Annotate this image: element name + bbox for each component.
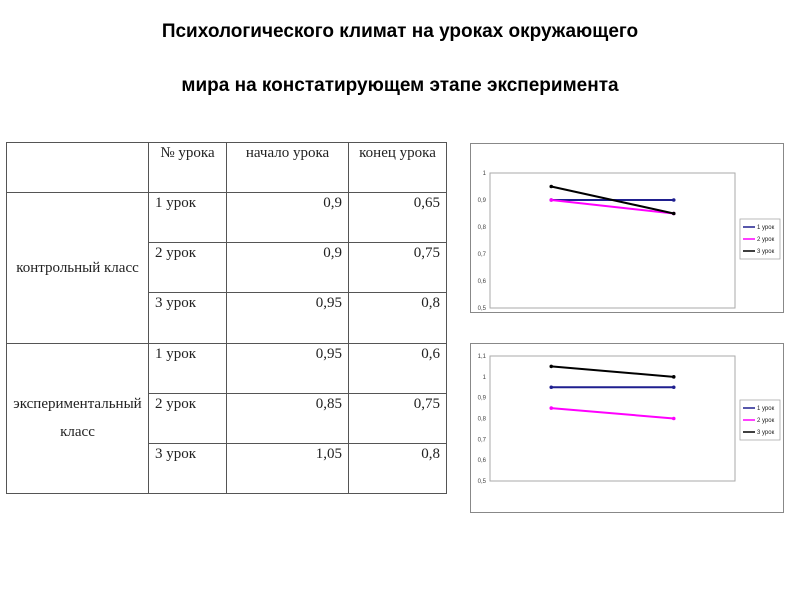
y-tick-label: 0,8: [478, 225, 487, 231]
cell-end: 0,65: [348, 192, 447, 244]
group-label-control: контрольный класс: [6, 192, 149, 344]
y-tick-label: 0,7: [478, 252, 487, 258]
data-point: [671, 375, 676, 379]
data-point: [549, 364, 554, 369]
cell-end: 0,75: [348, 242, 447, 294]
data-point: [671, 416, 676, 421]
table-row: 3 урок 0,95 0,8: [7, 292, 447, 344]
header-start: начало урока: [226, 141, 349, 194]
legend-box: [739, 399, 781, 441]
y-tick-label: 0,7: [478, 437, 487, 443]
data-point: [549, 385, 554, 390]
data-point: [671, 385, 676, 390]
y-tick-label: 0,6: [478, 458, 487, 464]
cell-start: 1,05: [226, 442, 349, 495]
y-tick-label: 0,9: [478, 198, 487, 204]
cell-start: 0,85: [226, 392, 349, 444]
line-chart-svg: 1,1 1 0,9 0,8 0,7 0,6 0,5 1 урок 2 урок 3 урок: [470, 343, 784, 513]
line-chart-svg: 1 0,9 0,8 0,7 0,6 0,5 1 урок 2 урок 3 урок: [470, 143, 784, 313]
cell-start: 0,95: [226, 342, 349, 394]
plot-area: [489, 172, 736, 309]
page-title-line-2: мира на констатирующем этапе эксперимент…: [181, 75, 619, 96]
legend-entry: 2 урок: [757, 418, 775, 424]
cell-lesson: 3 урок: [148, 442, 227, 495]
page-title-line-1: Психологического климат на уроках окружа…: [161, 21, 639, 42]
group-label-experimental: экспериментальный класс: [6, 342, 149, 495]
y-tick-label: 0,9: [478, 396, 487, 402]
series-line-3: [551, 365, 674, 378]
chart-experimental-class: 1,1 1 0,9 0,8 0,7 0,6 0,5 1 урок 2 урок 3 урок: [470, 343, 784, 513]
header-end: конец урока: [348, 141, 447, 194]
table-row: 2 урок 0,9 0,75: [7, 242, 447, 294]
cell-start: 0,95: [226, 292, 349, 344]
y-tick-label: 0,5: [478, 306, 487, 312]
legend-box: [739, 218, 781, 260]
cell-lesson: 2 урок: [148, 242, 227, 294]
series-line-2: [551, 199, 674, 215]
data-point: [671, 198, 676, 202]
y-tick-label: 0,5: [478, 479, 487, 485]
table-header-row: № урока начало урока конец урока: [6, 141, 447, 194]
y-tick-label: 0,8: [478, 417, 487, 423]
y-tick-label: 1: [483, 375, 487, 381]
data-point: [671, 211, 676, 216]
legend-entry: 2 урок: [757, 237, 775, 243]
legend-entry: 3 урок: [757, 430, 775, 436]
cell-start: 0,9: [226, 192, 349, 244]
chart-frame: [470, 343, 784, 513]
cell-start: 0,9: [226, 242, 349, 294]
cell-end: 0,8: [348, 442, 447, 495]
cell-lesson: 3 урок: [148, 292, 227, 344]
table-row: 3 урок 1,05 0,8: [7, 442, 447, 495]
cell-end: 0,8: [348, 292, 447, 344]
data-point: [549, 198, 554, 202]
header-lesson: № урока: [148, 141, 227, 194]
y-tick-label: 1,1: [478, 354, 487, 360]
series-line-2: [551, 407, 674, 420]
y-tick-label: 1: [483, 171, 487, 177]
cell-lesson: 1 урок: [148, 342, 227, 394]
results-table: № урока начало урока конец урока контрол…: [6, 141, 447, 495]
table-row: контрольный класс 1 урок 0,9 0,65: [6, 192, 447, 344]
legend-entry: 1 урок: [757, 406, 775, 412]
data-point: [549, 184, 554, 189]
cell-lesson: 2 урок: [148, 392, 227, 444]
y-tick-label: 0,6: [478, 279, 487, 285]
chart-control-class: 1 0,9 0,8 0,7 0,6 0,5 1 урок 2 урок 3 урок: [470, 143, 784, 313]
chart-frame: [470, 143, 784, 313]
series-line-3: [551, 185, 674, 215]
data-point: [549, 406, 554, 410]
cell-end: 0,6: [348, 342, 447, 394]
header-empty: [6, 141, 149, 194]
legend-entry: 3 урок: [757, 249, 775, 255]
legend-entry: 1 урок: [757, 225, 775, 231]
table-row: 2 урок 0,85 0,75: [7, 392, 447, 444]
cell-lesson: 1 урок: [148, 192, 227, 244]
plot-area: [489, 355, 736, 482]
cell-end: 0,75: [348, 392, 447, 444]
table-row: экспериментальный класс 1 урок 0,95 0,6: [6, 342, 447, 495]
